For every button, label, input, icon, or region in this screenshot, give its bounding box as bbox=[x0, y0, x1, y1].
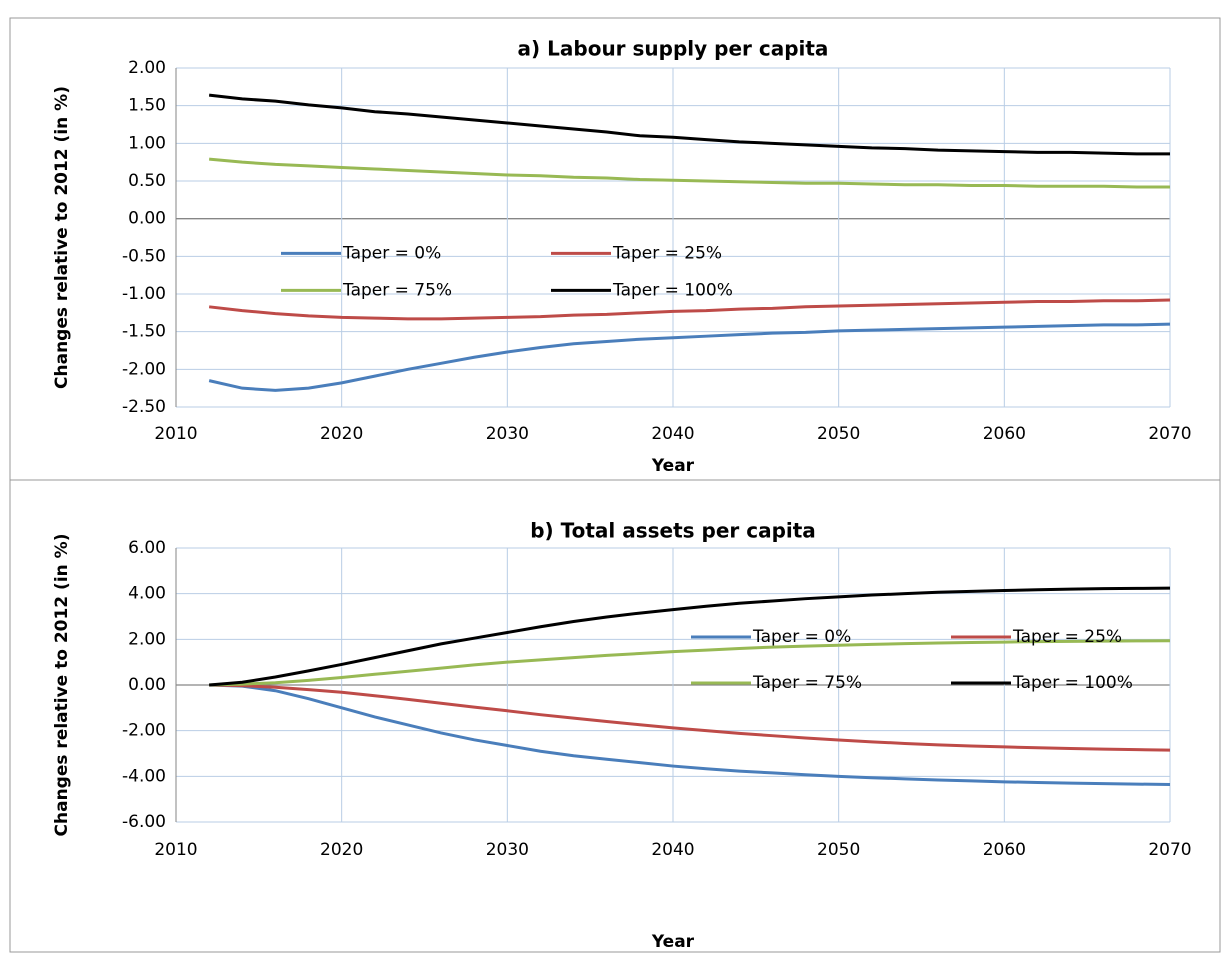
y-tick-label: 1.00 bbox=[128, 133, 166, 153]
x-tick-label: 2020 bbox=[320, 424, 363, 444]
y-tick-label: -2.00 bbox=[122, 359, 166, 379]
x-tick-label: 2040 bbox=[651, 424, 694, 444]
y-axis-label: Changes relative to 2012 (in %) bbox=[52, 534, 72, 837]
y-tick-label: -4.00 bbox=[122, 766, 166, 786]
legend-label: Taper = 0% bbox=[752, 627, 851, 647]
y-tick-label: 0.50 bbox=[128, 171, 166, 191]
series-line bbox=[208, 322, 1171, 392]
series-line bbox=[209, 586, 1171, 687]
y-tick-label: -2.50 bbox=[122, 397, 166, 417]
legend-label: Taper = 25% bbox=[612, 243, 722, 263]
x-axis-label: Year bbox=[651, 932, 695, 952]
x-tick-label: 2040 bbox=[651, 840, 694, 860]
y-tick-label: 0.00 bbox=[128, 675, 166, 695]
x-tick-label: 2010 bbox=[154, 840, 197, 860]
y-tick-label: -0.50 bbox=[122, 246, 166, 266]
series-line bbox=[209, 683, 1171, 787]
legend-label: Taper = 0% bbox=[342, 243, 441, 263]
x-tick-label: 2060 bbox=[983, 840, 1026, 860]
x-tick-label: 2020 bbox=[320, 840, 363, 860]
y-tick-label: 1.50 bbox=[128, 96, 166, 116]
y-tick-label: -1.50 bbox=[122, 322, 166, 342]
series-line bbox=[209, 639, 1171, 687]
y-tick-label: -2.00 bbox=[122, 721, 166, 741]
chart-title: b) Total assets per capita bbox=[530, 519, 816, 543]
x-tick-label: 2070 bbox=[1148, 424, 1191, 444]
legend-label: Taper = 25% bbox=[1012, 627, 1122, 647]
series-line bbox=[208, 298, 1171, 321]
panel-border bbox=[9, 479, 1221, 953]
legend-label: Taper = 100% bbox=[612, 280, 733, 300]
y-tick-label: 0.00 bbox=[128, 209, 166, 229]
y-tick-label: 2.00 bbox=[128, 629, 166, 649]
x-tick-label: 2030 bbox=[486, 840, 529, 860]
x-tick-label: 2030 bbox=[486, 424, 529, 444]
y-tick-label: 4.00 bbox=[128, 584, 166, 604]
y-axis-label: Changes relative to 2012 (in %) bbox=[52, 86, 72, 389]
series-line bbox=[208, 93, 1170, 156]
y-tick-label: 2.00 bbox=[128, 58, 166, 78]
legend-label: Taper = 75% bbox=[342, 280, 452, 300]
x-tick-label: 2050 bbox=[817, 840, 860, 860]
x-tick-label: 2050 bbox=[817, 424, 860, 444]
y-tick-label: -1.00 bbox=[122, 284, 166, 304]
legend-label: Taper = 100% bbox=[1012, 673, 1133, 693]
y-tick-label: 6.00 bbox=[128, 538, 166, 558]
x-tick-label: 2060 bbox=[983, 424, 1026, 444]
x-axis-label: Year bbox=[651, 456, 695, 476]
legend-label: Taper = 75% bbox=[752, 673, 862, 693]
series-line bbox=[209, 683, 1171, 752]
series-line bbox=[208, 157, 1170, 189]
y-tick-label: -6.00 bbox=[122, 812, 166, 832]
x-tick-label: 2010 bbox=[154, 424, 197, 444]
x-tick-label: 2070 bbox=[1148, 840, 1191, 860]
chart-title: a) Labour supply per capita bbox=[518, 37, 829, 61]
